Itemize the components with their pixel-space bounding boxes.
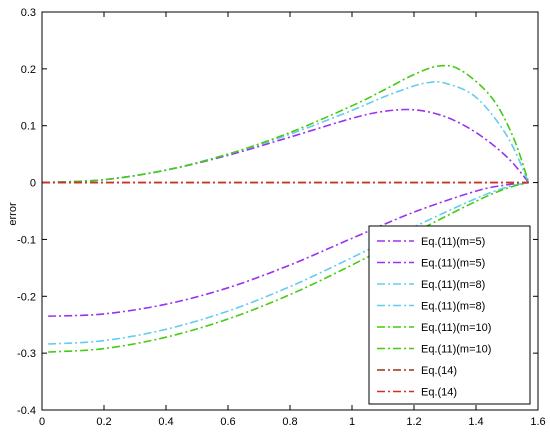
series-line-2 [48, 181, 529, 317]
x-tick-label: 1.6 [530, 416, 545, 428]
plot-frame [41, 11, 539, 411]
x-tick-label: 1.2 [406, 416, 421, 428]
series-line-6 [48, 181, 529, 353]
x-axis: 0 0.2 0.4 0.6 0.8 1 1.2 1.4 1.6 [39, 12, 546, 428]
x-tick-label: 0.6 [220, 416, 235, 428]
x-tick-label: 0.4 [158, 416, 173, 428]
y-tick-label: -0.3 [17, 348, 36, 360]
series-layer [41, 64, 530, 353]
legend-box [368, 225, 531, 405]
legend: Eq.(11)(m=5) Eq.(11)(m=5) Eq.(11)(m=8) Eq.(… [368, 225, 531, 405]
y-axis-label: error [7, 202, 19, 226]
legend-label: Eq.(11)(m=8) [421, 301, 485, 313]
x-tick-label: 0 [39, 416, 45, 428]
legend-label: Eq.(14) [421, 365, 457, 377]
y-tick-label: -0.1 [17, 234, 36, 246]
series-line-5 [41, 64, 530, 184]
y-tick-label: 0.2 [21, 64, 36, 76]
y-tick-label: -0.4 [17, 405, 36, 417]
y-tick-label: 0.1 [21, 121, 36, 133]
legend-label: Eq.(11)(m=5) [421, 258, 485, 270]
series-line-4 [48, 181, 529, 345]
legend-label: Eq.(11)(m=8) [421, 279, 485, 291]
y-tick-label: 0 [30, 178, 36, 190]
legend-label: Eq.(11)(m=5) [421, 236, 485, 248]
y-axis: 0.3 0.2 0.1 0 -0.1 -0.2 -0.3 -0.4 [17, 7, 538, 417]
series-line-1 [41, 108, 530, 184]
x-tick-label: 0.8 [282, 416, 297, 428]
legend-label: Eq.(14) [421, 387, 457, 399]
legend-label: Eq.(11)(m=10) [421, 322, 491, 334]
y-tick-label: 0.3 [21, 7, 36, 19]
y-tick-label: -0.2 [17, 291, 36, 303]
x-tick-label: 1.4 [468, 416, 483, 428]
x-tick-label: 1 [349, 416, 355, 428]
legend-label: Eq.(11)(m=10) [421, 344, 491, 356]
x-tick-label: 0.2 [96, 416, 111, 428]
